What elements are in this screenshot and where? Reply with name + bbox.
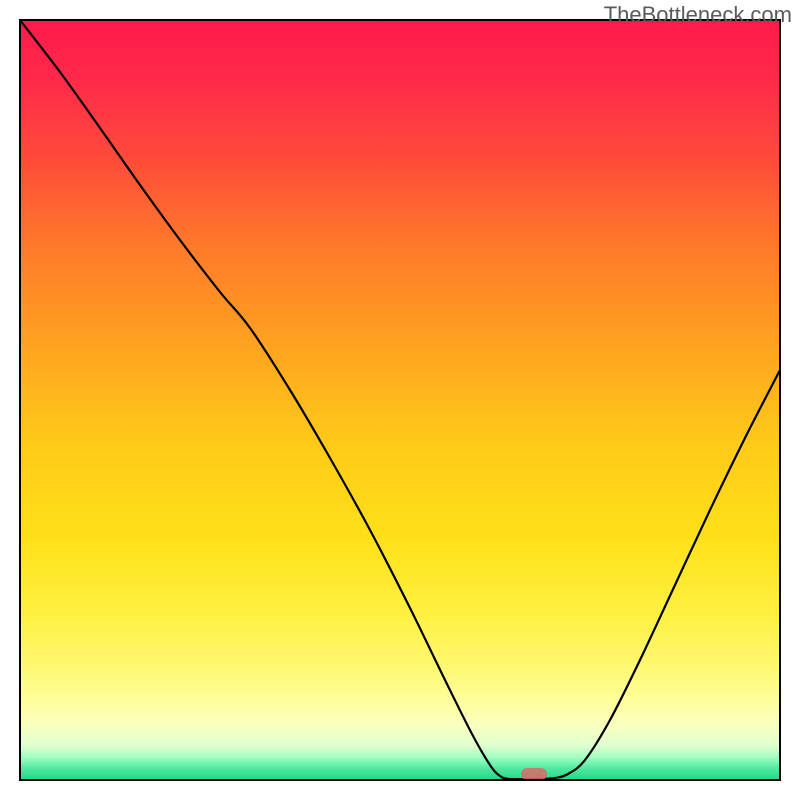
chart-svg xyxy=(0,0,800,800)
plot-background xyxy=(20,20,780,780)
bottleneck-chart: TheBottleneck.com xyxy=(0,0,800,800)
watermark-text: TheBottleneck.com xyxy=(604,2,792,28)
optimum-marker xyxy=(521,768,547,780)
